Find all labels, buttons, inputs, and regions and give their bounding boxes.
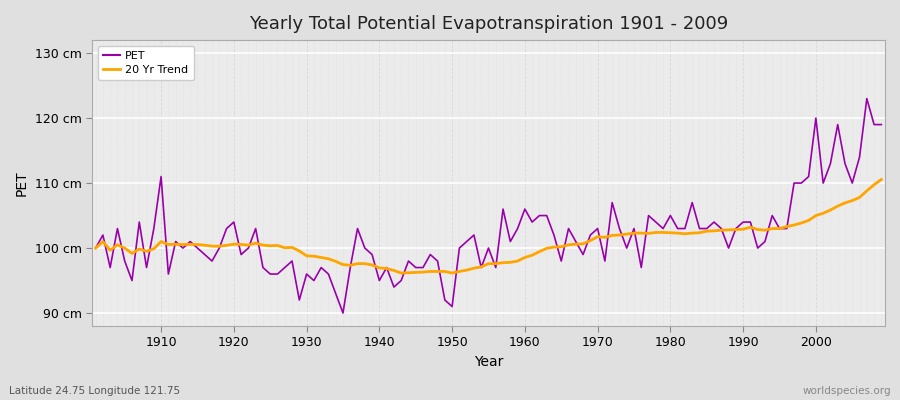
PET: [148, 226, 159, 231]
PET: [526, 220, 537, 224]
PET: [519, 207, 530, 212]
20 Yr Trend: [526, 253, 537, 258]
20 Yr Trend: [396, 271, 407, 276]
20 Yr Trend: [309, 254, 320, 258]
Text: Latitude 24.75 Longitude 121.75: Latitude 24.75 Longitude 121.75: [9, 386, 180, 396]
20 Yr Trend: [148, 246, 159, 251]
PET: [338, 311, 348, 316]
PET: [309, 278, 320, 283]
PET: [876, 122, 886, 127]
PET: [861, 96, 872, 101]
PET: [614, 226, 625, 231]
PET: [359, 246, 370, 250]
20 Yr Trend: [876, 177, 886, 182]
X-axis label: Year: Year: [473, 355, 503, 369]
20 Yr Trend: [352, 261, 363, 266]
Y-axis label: PET: PET: [15, 170, 29, 196]
20 Yr Trend: [90, 246, 101, 250]
Line: 20 Yr Trend: 20 Yr Trend: [95, 180, 881, 273]
Title: Yearly Total Potential Evapotranspiration 1901 - 2009: Yearly Total Potential Evapotranspiratio…: [249, 15, 728, 33]
PET: [90, 246, 101, 250]
Text: worldspecies.org: worldspecies.org: [803, 386, 891, 396]
Line: PET: PET: [95, 98, 881, 313]
Legend: PET, 20 Yr Trend: PET, 20 Yr Trend: [97, 46, 194, 80]
20 Yr Trend: [519, 255, 530, 260]
20 Yr Trend: [614, 233, 625, 238]
